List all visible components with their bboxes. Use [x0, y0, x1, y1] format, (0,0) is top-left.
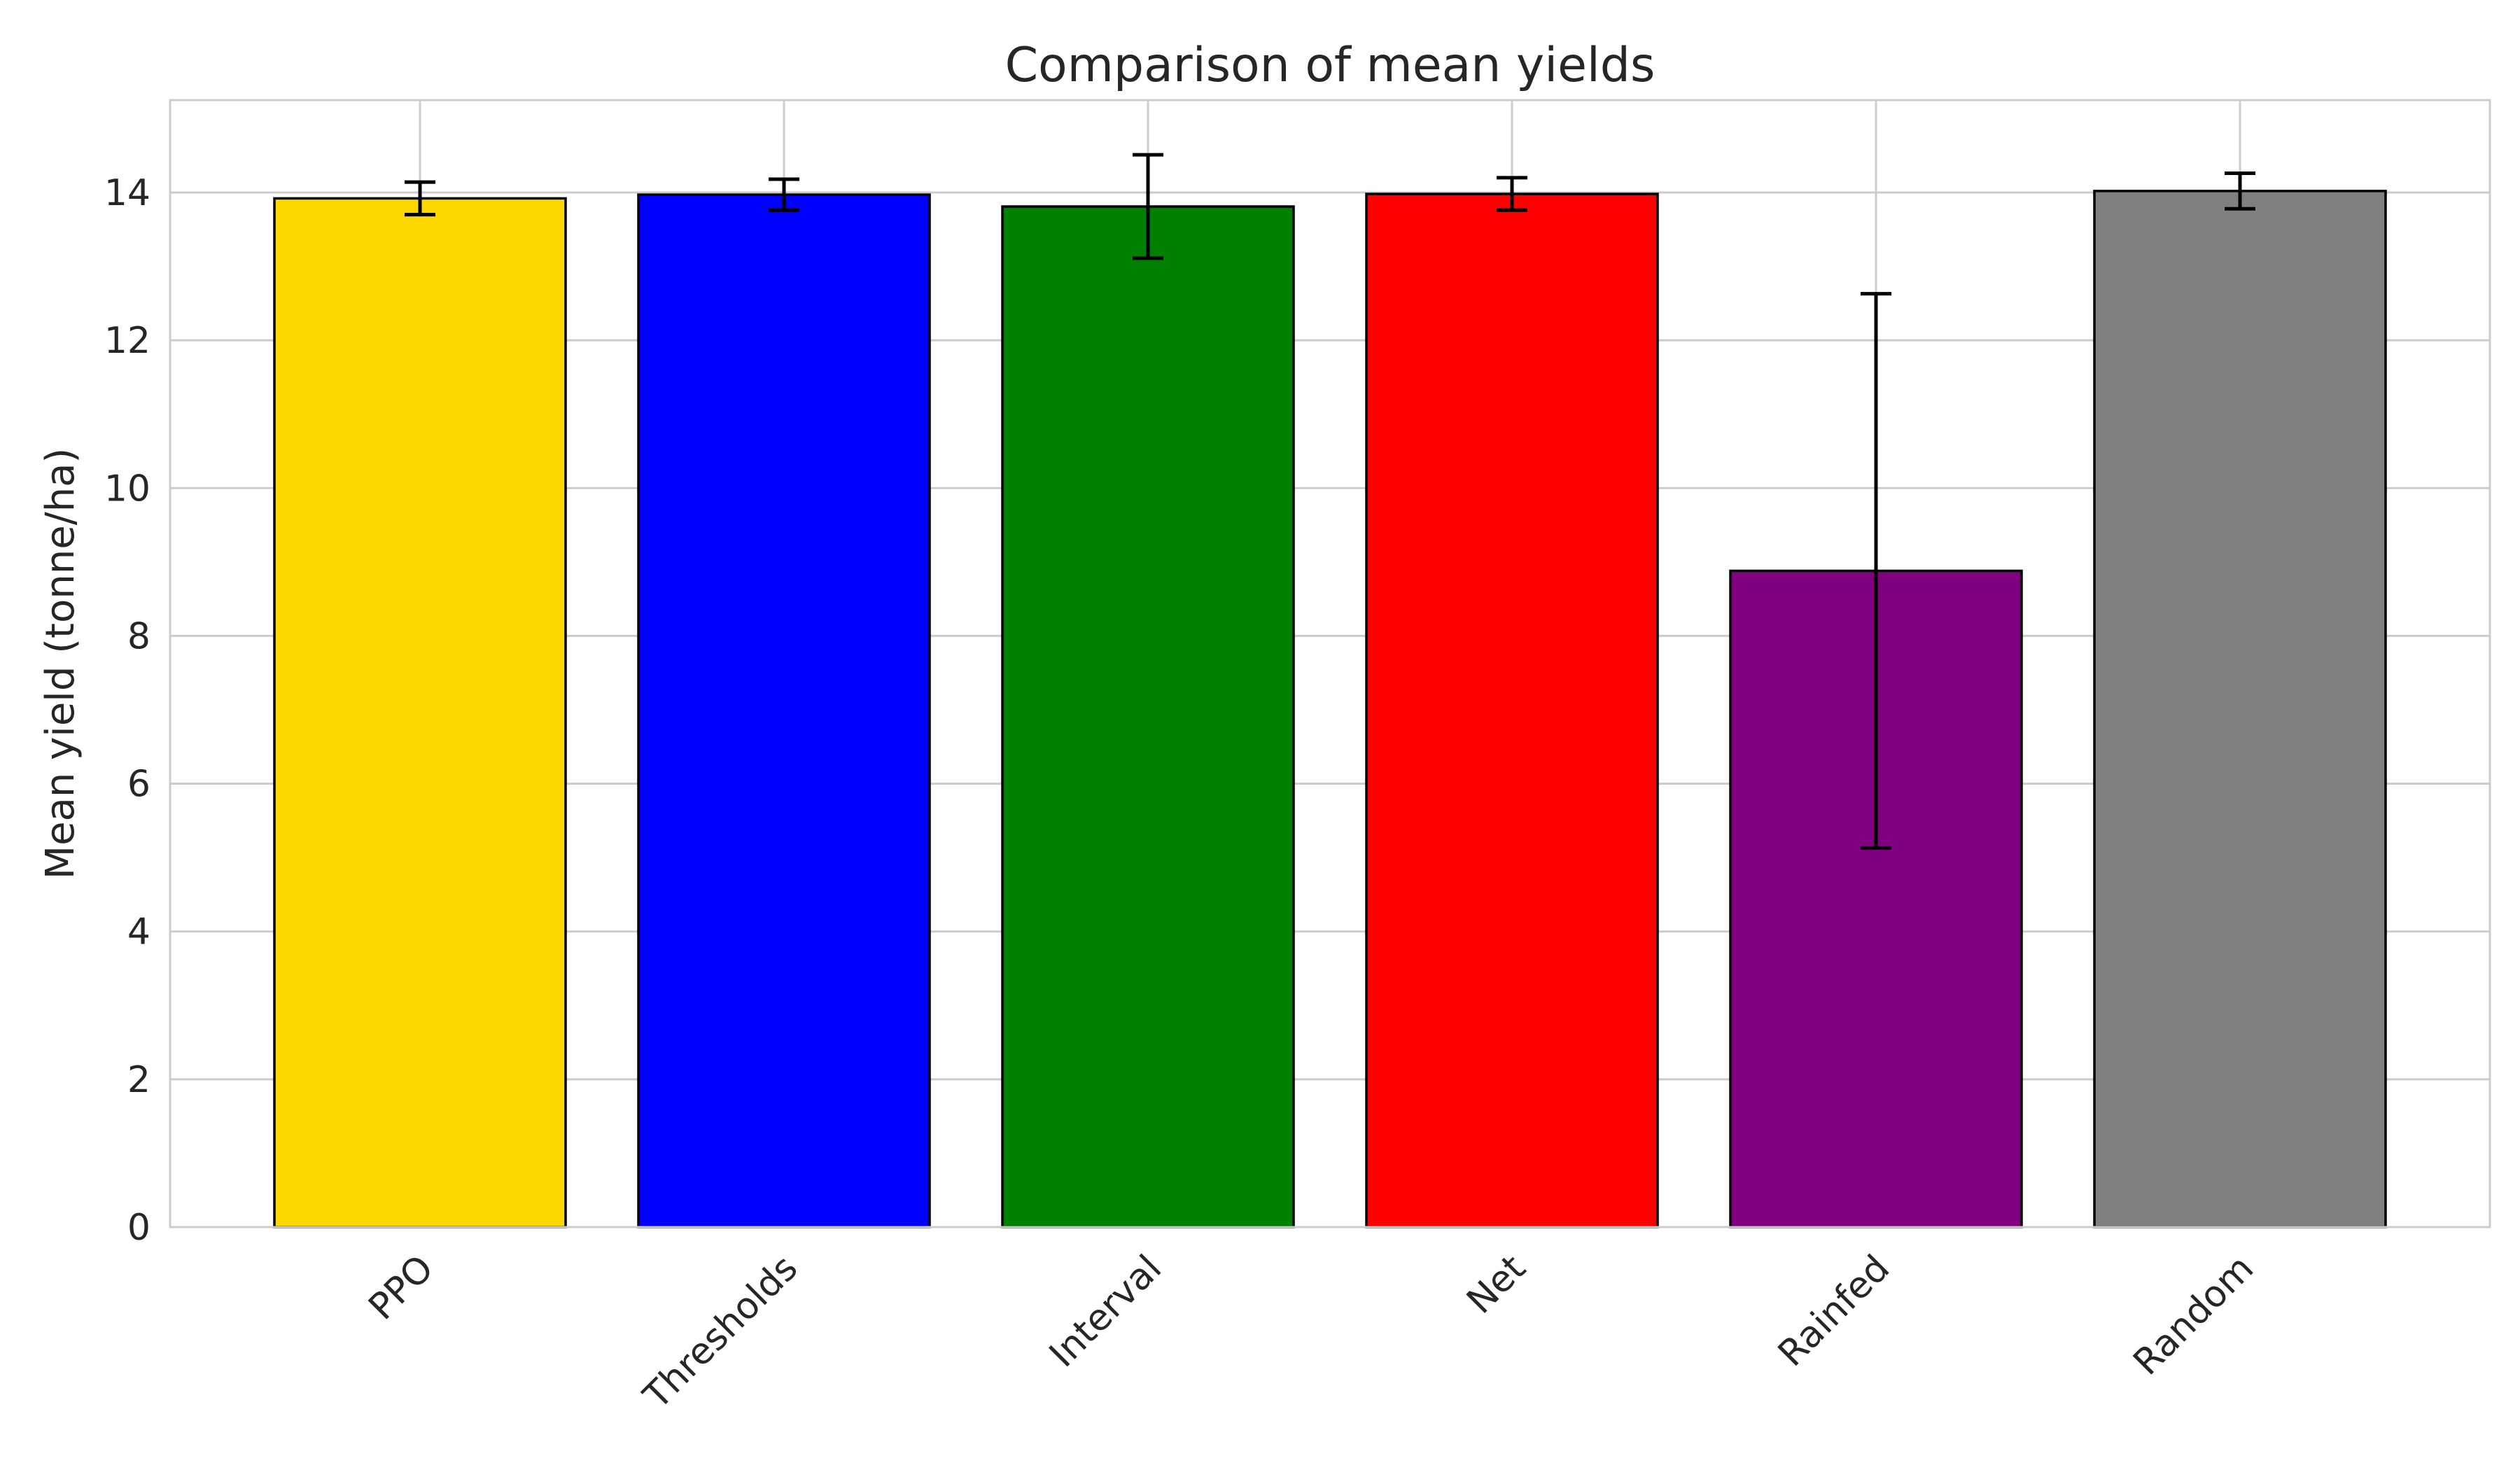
bar-interval	[1001, 205, 1295, 1228]
x-tick-label-thresholds: Thresholds	[636, 1247, 806, 1418]
bars-group	[273, 190, 2387, 1228]
x-tick-label-net: Net	[1459, 1247, 1534, 1322]
y-tick-labels: 0 2 4 6 8 10 12 14	[104, 172, 150, 1249]
error-bar-ppo	[405, 180, 435, 217]
bar-random	[2093, 190, 2387, 1228]
y-tick-label: 10	[104, 468, 150, 510]
y-tick-label: 4	[127, 911, 150, 953]
error-bar-random	[2225, 172, 2255, 211]
error-bars-group	[405, 153, 2255, 850]
y-tick-label: 2	[127, 1059, 150, 1101]
y-tick-label: 6	[127, 764, 150, 806]
error-bar-interval	[1133, 153, 1163, 260]
x-tick-label-ppo: PPO	[360, 1247, 442, 1329]
bar-net	[1365, 192, 1659, 1228]
y-axis-label: Mean yield (tonne/ha)	[38, 448, 83, 879]
x-tick-label-random: Random	[2126, 1247, 2262, 1384]
y-tick-label: 14	[104, 172, 150, 214]
x-tick-labels: PPO Thresholds Interval Net Rainfed Random	[360, 1247, 2262, 1418]
error-bar-rainfed	[1861, 292, 1891, 850]
bar-ppo	[273, 197, 567, 1228]
error-bar-thresholds	[769, 177, 799, 212]
x-tick-label-rainfed: Rainfed	[1770, 1247, 1898, 1375]
chart-title: Comparison of mean yields	[1005, 38, 1656, 93]
error-bar-net	[1497, 176, 1527, 212]
y-tick-label: 8	[127, 615, 150, 657]
y-tick-label: 12	[104, 320, 150, 362]
x-tick-label-interval: Interval	[1042, 1247, 1170, 1376]
bar-thresholds	[637, 193, 931, 1228]
plot-area-frame	[169, 99, 2491, 1228]
y-tick-label: 0	[127, 1207, 150, 1249]
